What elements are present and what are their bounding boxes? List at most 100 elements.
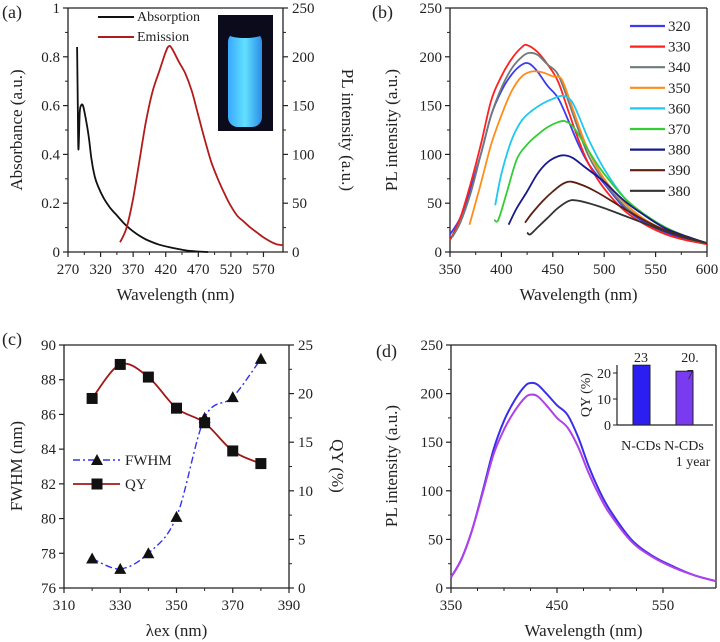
x-tick-label: 350 bbox=[165, 598, 188, 614]
y-tick-label: 150 bbox=[421, 435, 444, 451]
legend-label: 360 bbox=[668, 101, 691, 117]
y-axis-title: PL intensity (a.u.) bbox=[382, 69, 401, 191]
pl-curve-ex-380 bbox=[526, 199, 708, 245]
y-tick-label: 0 bbox=[435, 245, 443, 261]
x-tick-label: 420 bbox=[154, 262, 177, 278]
y-tick-label: 0 bbox=[53, 245, 61, 261]
absorption-line bbox=[76, 46, 209, 253]
x-tick-label: 350 bbox=[439, 262, 462, 278]
y-tick-label: 0.6 bbox=[41, 99, 60, 115]
x-tick-label: 520 bbox=[220, 262, 243, 278]
x-axis-title: Wavelength (nm) bbox=[116, 285, 234, 304]
right-y-tick-label: 50 bbox=[292, 196, 307, 212]
y-tick-label: 0.4 bbox=[41, 147, 60, 163]
n-cds-1-year-curve bbox=[450, 393, 717, 583]
legend-label: 330 bbox=[668, 40, 691, 56]
y-tick-label: 100 bbox=[421, 484, 444, 500]
legend-label: 370 bbox=[668, 122, 691, 138]
right-y-tick-label: 20 bbox=[298, 387, 313, 403]
pl-curve-ex-390 bbox=[524, 180, 708, 245]
x-axis-title: λex (nm) bbox=[146, 621, 208, 640]
legend-label: 390 bbox=[668, 163, 691, 179]
right-y-tick-label: 25 bbox=[298, 338, 313, 354]
y-tick-label: 50 bbox=[428, 532, 443, 548]
right-y-axis-title: QY (%) bbox=[328, 439, 347, 493]
qy-marker bbox=[255, 458, 267, 470]
y-tick-label: 90 bbox=[41, 338, 56, 354]
legend-label: FWHM bbox=[125, 453, 172, 469]
y-tick-label: 80 bbox=[41, 512, 56, 528]
x-tick-label: 400 bbox=[490, 262, 513, 278]
x-tick-label: 370 bbox=[122, 262, 145, 278]
inset-bar-value-label: 23 bbox=[634, 351, 648, 366]
x-tick-label: 600 bbox=[696, 262, 719, 278]
fwhm-marker bbox=[170, 510, 183, 522]
fwhm-marker bbox=[86, 552, 99, 564]
qy-marker bbox=[227, 445, 239, 457]
x-tick-label: 310 bbox=[53, 598, 76, 614]
x-tick-label: 350 bbox=[440, 598, 463, 614]
legend-triangle-icon bbox=[91, 454, 103, 465]
vial bbox=[228, 32, 262, 127]
pl-curve-ex-380 bbox=[507, 154, 708, 245]
y-axis-title: FWHM (nm) bbox=[7, 421, 26, 511]
y-tick-label: 100 bbox=[420, 147, 443, 163]
pl-curve-ex-370 bbox=[493, 119, 708, 245]
y-tick-label: 200 bbox=[421, 387, 444, 403]
vial-meniscus bbox=[228, 30, 262, 38]
fwhm-marker bbox=[198, 411, 211, 423]
x-tick-label: 370 bbox=[222, 598, 245, 614]
y-tick-label: 88 bbox=[41, 373, 56, 389]
emission-line bbox=[119, 45, 284, 247]
inset-y-tick-label: 20 bbox=[597, 367, 611, 382]
y-tick-label: 0 bbox=[436, 581, 444, 597]
legend-square-icon bbox=[91, 478, 103, 490]
y-tick-label: 250 bbox=[421, 338, 444, 354]
right-y-tick-label: 15 bbox=[298, 435, 313, 451]
x-tick-label: 390 bbox=[278, 598, 301, 614]
qy-marker bbox=[142, 371, 154, 383]
y-tick-label: 0.2 bbox=[41, 196, 60, 212]
x-axis-title: Wavelength (nm) bbox=[524, 621, 642, 640]
right-y-tick-label: 100 bbox=[292, 147, 315, 163]
y-tick-label: 86 bbox=[41, 407, 57, 423]
right-y-axis-title: PL intensity (a.u.) bbox=[338, 69, 357, 191]
y-tick-label: 78 bbox=[41, 546, 56, 562]
inset-vial-photo bbox=[218, 15, 273, 131]
inset-bar bbox=[675, 370, 694, 426]
qy-marker bbox=[86, 392, 98, 404]
x-tick-label: 320 bbox=[89, 262, 112, 278]
x-tick-label: 330 bbox=[109, 598, 132, 614]
inset-bar bbox=[632, 364, 651, 426]
legend-label: 380 bbox=[668, 184, 691, 200]
fwhm-marker bbox=[114, 562, 127, 574]
x-tick-label: 270 bbox=[57, 262, 80, 278]
legend-label: 380 bbox=[668, 143, 691, 159]
y-tick-label: 150 bbox=[420, 99, 443, 115]
right-y-tick-label: 250 bbox=[292, 1, 315, 17]
x-axis-title: Wavelength (nm) bbox=[519, 285, 637, 304]
x-tick-label: 570 bbox=[252, 262, 275, 278]
legend-label: 320 bbox=[668, 19, 691, 35]
inset-category-sublabel: 1 year bbox=[676, 455, 711, 470]
inset-bar-value-label: 20.7 bbox=[681, 351, 699, 383]
right-y-tick-label: 5 bbox=[298, 532, 306, 548]
legend-label: 340 bbox=[668, 60, 691, 76]
inset-category-label: N-CDs bbox=[621, 439, 661, 454]
panel-c-axes bbox=[63, 344, 290, 589]
fwhm-marker bbox=[142, 547, 155, 559]
x-tick-label: 500 bbox=[593, 262, 616, 278]
fwhm-marker bbox=[226, 391, 239, 403]
y-tick-label: 1 bbox=[53, 1, 61, 17]
right-y-tick-label: 10 bbox=[298, 484, 313, 500]
x-tick-label: 450 bbox=[542, 262, 565, 278]
y-tick-label: 76 bbox=[41, 581, 57, 597]
legend-label: Absorption bbox=[137, 10, 200, 25]
qy-marker bbox=[171, 402, 182, 414]
right-y-tick-label: 0 bbox=[292, 245, 300, 261]
y-tick-label: 0.8 bbox=[41, 50, 60, 66]
inset-y-tick-label: 0 bbox=[604, 419, 611, 434]
y-axis-title: PL intensity (a.u.) bbox=[382, 405, 401, 527]
